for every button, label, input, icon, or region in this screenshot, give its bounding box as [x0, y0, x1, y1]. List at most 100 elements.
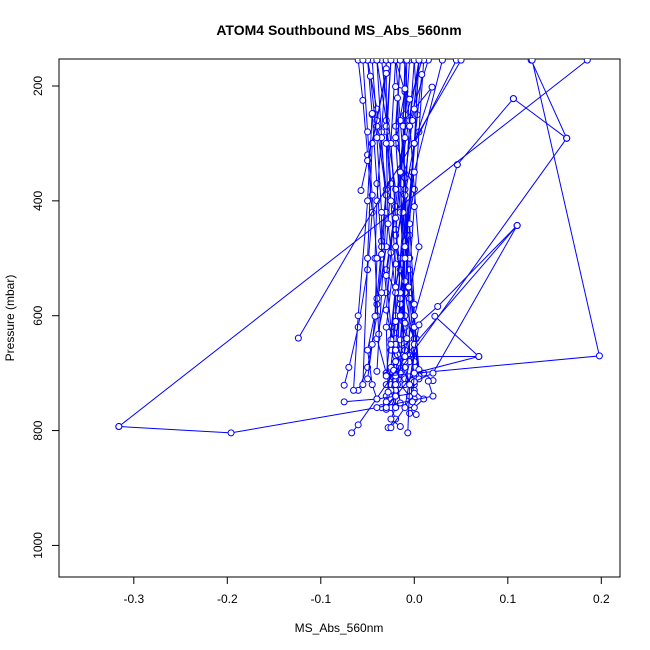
series-58 [340, 389, 418, 406]
data-point [384, 388, 392, 396]
data-point [348, 429, 356, 437]
series-41 [509, 95, 571, 142]
series-47 [382, 59, 603, 380]
series-35 [392, 83, 414, 103]
data-point [368, 110, 376, 118]
y-axis: 200 400 600 800 1000 [31, 76, 60, 559]
x-axis: -0.3 -0.2 -0.1 0.0 0.1 0.2 [123, 576, 610, 606]
data-point [387, 59, 395, 64]
series-line [385, 315, 480, 408]
y-axis-label: Pressure (mbar) [3, 275, 17, 362]
series-line [530, 59, 568, 139]
data-point [410, 312, 418, 320]
data-point [392, 243, 400, 251]
series-9 [340, 59, 376, 389]
data-point [364, 197, 372, 205]
y-tick-label: 400 [31, 191, 45, 211]
data-point [404, 429, 412, 437]
data-point [373, 134, 381, 142]
data-point [371, 312, 379, 320]
data-point [382, 372, 390, 380]
data-point [354, 421, 362, 429]
y-tick-label: 800 [31, 420, 45, 440]
data-point [401, 243, 409, 251]
data-point [401, 404, 409, 412]
data-point [393, 94, 401, 102]
data-point [415, 243, 423, 251]
data-point [408, 398, 416, 406]
data-point [368, 340, 376, 348]
data-point [429, 392, 437, 400]
data-point [345, 363, 353, 371]
data-point [415, 321, 423, 329]
data-point [387, 424, 395, 432]
data-point [387, 197, 395, 205]
series-36 [350, 110, 376, 394]
data-point [431, 312, 439, 320]
data-point [364, 254, 372, 262]
data-point [115, 423, 123, 431]
data-point [401, 352, 409, 360]
data-point [403, 335, 411, 343]
data-point [350, 386, 358, 394]
series-51 [410, 222, 521, 386]
data-point [412, 410, 420, 418]
series-line [343, 60, 373, 386]
data-point [453, 161, 461, 169]
data-point [382, 139, 390, 147]
data-point [366, 72, 374, 80]
data-point [392, 134, 400, 142]
data-point [475, 352, 483, 360]
data-point [382, 191, 390, 199]
x-tick-label: -0.3 [123, 592, 144, 606]
data-point [364, 346, 372, 354]
data-point [368, 191, 376, 199]
series-43 [401, 83, 436, 251]
data-point [406, 122, 414, 130]
series-line [409, 60, 425, 379]
data-point [434, 303, 442, 311]
data-point [410, 139, 418, 147]
data-point [401, 85, 409, 93]
data-point [424, 377, 432, 385]
y-tick-label: 600 [31, 305, 45, 325]
data-point [563, 134, 571, 142]
data-point [392, 404, 400, 412]
data-point [392, 83, 400, 91]
data-point [359, 381, 367, 389]
data-point [420, 395, 428, 403]
series-line [513, 98, 567, 139]
data-point [294, 334, 302, 342]
series-line [351, 225, 518, 434]
series-25 [359, 59, 381, 320]
data-point [410, 203, 418, 211]
data-point [401, 277, 409, 285]
data-point [392, 358, 400, 366]
series-line [414, 225, 518, 383]
data-point [382, 69, 390, 77]
data-point [382, 122, 390, 130]
data-point [392, 381, 400, 389]
data-point [583, 59, 591, 64]
data-point [410, 389, 418, 397]
x-tick-label: -0.2 [217, 592, 238, 606]
data-point [373, 367, 381, 375]
x-tick-label: 0.1 [499, 592, 516, 606]
data-point [403, 59, 411, 64]
series-54 [392, 352, 483, 366]
series-line [353, 113, 373, 391]
data-point [428, 83, 436, 91]
data-point [387, 415, 395, 423]
data-point [378, 250, 386, 258]
data-point [406, 95, 414, 103]
data-point [392, 283, 400, 291]
series-49 [115, 377, 437, 437]
data-point [401, 134, 409, 142]
data-point [396, 312, 404, 320]
data-point [410, 369, 418, 377]
data-point [384, 220, 392, 228]
series-48 [115, 59, 591, 431]
data-point [387, 340, 395, 348]
data-point [359, 59, 367, 64]
